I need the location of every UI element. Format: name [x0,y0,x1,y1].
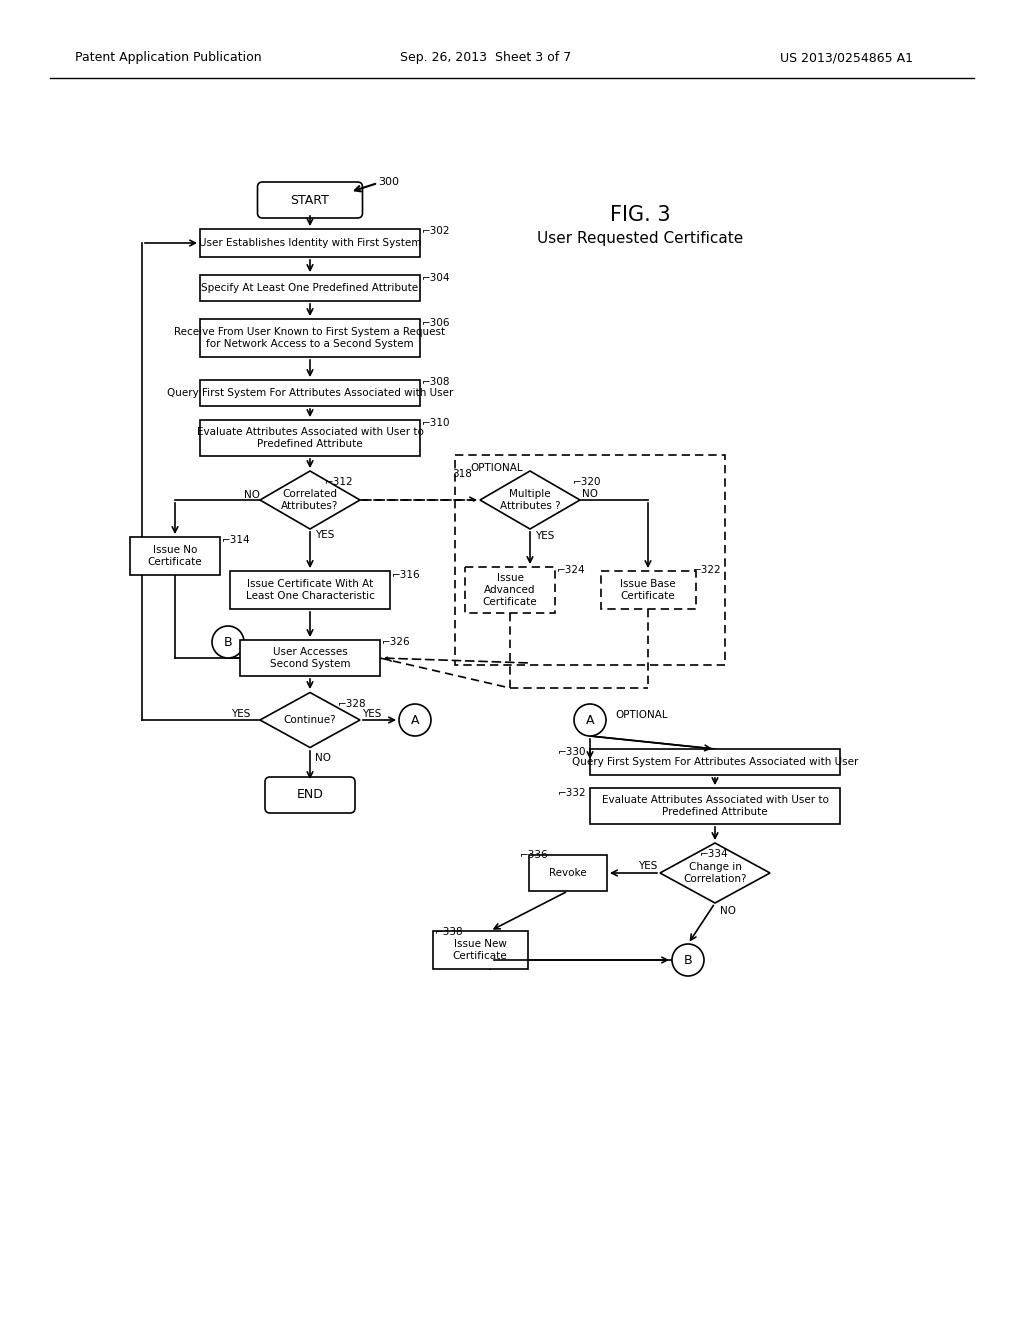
Text: A: A [586,714,594,726]
Text: NO: NO [315,752,331,763]
Text: B: B [684,953,692,966]
Polygon shape [660,843,770,903]
Polygon shape [260,471,360,529]
Text: Issue New
Certificate: Issue New Certificate [453,940,507,961]
Circle shape [399,704,431,737]
Text: YES: YES [535,531,554,541]
Text: ⌐316: ⌐316 [392,570,421,579]
Bar [432,931,527,969]
Text: US 2013/0254865 A1: US 2013/0254865 A1 [780,51,913,65]
Bar [590,748,840,775]
Text: ⌐310: ⌐310 [422,418,451,428]
Text: Evaluate Attributes Associated with User to
Predefined Attribute: Evaluate Attributes Associated with User… [197,428,424,449]
Bar [240,640,380,676]
Text: ⌐328: ⌐328 [338,700,367,709]
Bar [590,788,840,824]
Polygon shape [260,693,360,747]
Text: Specify At Least One Predefined Attribute: Specify At Least One Predefined Attribut… [202,282,419,293]
Text: Issue
Advanced
Certificate: Issue Advanced Certificate [482,573,538,607]
Text: User Requested Certificate: User Requested Certificate [537,231,743,246]
Text: ⌐314: ⌐314 [222,535,251,545]
Text: Issue No
Certificate: Issue No Certificate [147,545,203,566]
Polygon shape [480,471,580,529]
Text: Evaluate Attributes Associated with User to
Predefined Attribute: Evaluate Attributes Associated with User… [601,795,828,817]
Text: NO: NO [244,490,260,500]
Text: NO: NO [582,488,598,499]
Bar [455,455,725,665]
Text: 318: 318 [452,469,472,479]
Text: Issue Base
Certificate: Issue Base Certificate [621,579,676,601]
Text: A: A [411,714,419,726]
Text: B: B [223,635,232,648]
Text: YES: YES [638,861,657,871]
Text: ⌐336: ⌐336 [520,850,549,861]
Text: Revoke: Revoke [549,869,587,878]
Text: ⌐324: ⌐324 [557,565,586,576]
Text: ⌐332: ⌐332 [558,788,587,799]
Bar [529,855,607,891]
Text: END: END [297,788,324,801]
Text: Query First System For Attributes Associated with User: Query First System For Attributes Associ… [167,388,454,399]
Text: User Accesses
Second System: User Accesses Second System [269,647,350,669]
Text: User Establishes Identity with First System: User Establishes Identity with First Sys… [199,238,421,248]
Text: ⌐334: ⌐334 [700,849,729,859]
Text: YES: YES [315,531,335,540]
Circle shape [212,626,244,657]
Text: YES: YES [362,709,381,719]
Text: YES: YES [230,709,250,719]
Text: ⌐302: ⌐302 [422,226,451,236]
Bar [200,319,420,356]
Bar [230,572,390,609]
Bar [200,228,420,257]
Text: 300: 300 [378,177,399,187]
Text: Correlated
Attributes?: Correlated Attributes? [282,490,339,511]
Bar [200,380,420,407]
Text: Patent Application Publication: Patent Application Publication [75,51,261,65]
Bar [200,420,420,455]
Text: START: START [291,194,330,206]
Text: ⌐304: ⌐304 [422,273,451,282]
Circle shape [574,704,606,737]
Text: OPTIONAL: OPTIONAL [470,463,522,473]
Text: ⌐320: ⌐320 [573,477,601,487]
Text: ⌐322: ⌐322 [693,565,722,576]
Text: Query First System For Attributes Associated with User: Query First System For Attributes Associ… [571,756,858,767]
Text: NO: NO [720,906,736,916]
FancyBboxPatch shape [265,777,355,813]
Text: ⌐326: ⌐326 [382,638,411,647]
Bar [200,275,420,301]
Text: ⌐306: ⌐306 [422,318,451,327]
Text: ⌐312: ⌐312 [325,477,353,487]
Bar [130,537,220,576]
Text: Issue Certificate With At
Least One Characteristic: Issue Certificate With At Least One Char… [246,579,375,601]
Text: FIG. 3: FIG. 3 [609,205,671,224]
Text: Multiple
Attributes ?: Multiple Attributes ? [500,490,560,511]
Bar [600,572,695,609]
Circle shape [672,944,705,975]
FancyBboxPatch shape [257,182,362,218]
Text: Continue?: Continue? [284,715,336,725]
Bar [465,568,555,612]
Text: OPTIONAL: OPTIONAL [615,710,668,719]
Text: Change in
Correlation?: Change in Correlation? [683,862,746,884]
Text: ⌐308: ⌐308 [422,378,451,387]
Text: Sep. 26, 2013  Sheet 3 of 7: Sep. 26, 2013 Sheet 3 of 7 [400,51,571,65]
Text: ⌐338: ⌐338 [435,927,464,937]
Text: ⌐330: ⌐330 [558,747,587,756]
Text: Receive From User Known to First System a Request
for Network Access to a Second: Receive From User Known to First System … [174,327,445,348]
